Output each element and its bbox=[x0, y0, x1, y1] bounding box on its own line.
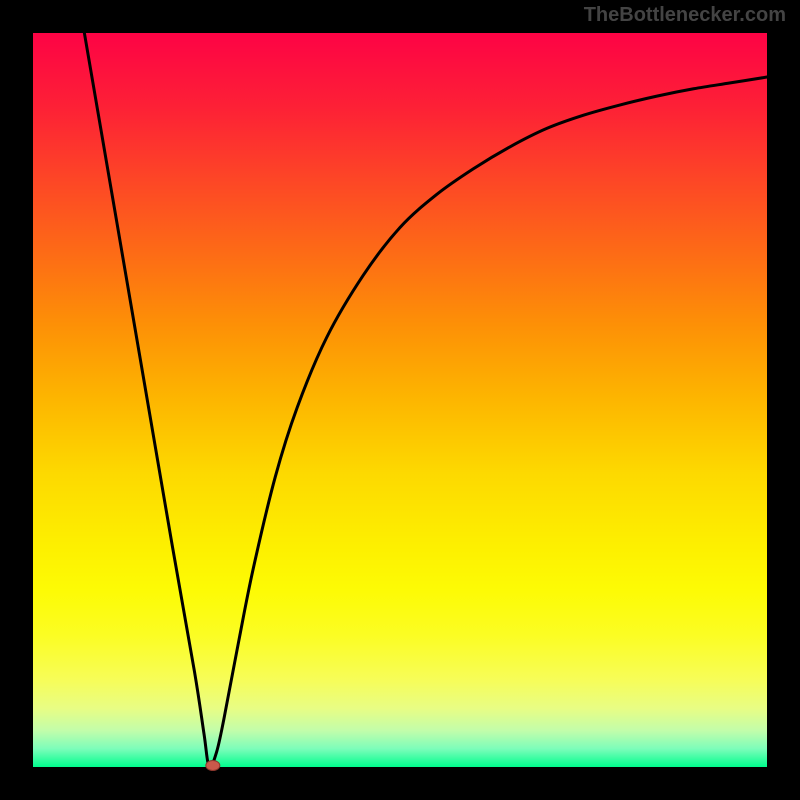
bottleneck-chart bbox=[0, 0, 800, 800]
plot-area bbox=[33, 33, 767, 767]
minimum-marker bbox=[206, 761, 220, 771]
chart-container: TheBottlenecker.com bbox=[0, 0, 800, 800]
